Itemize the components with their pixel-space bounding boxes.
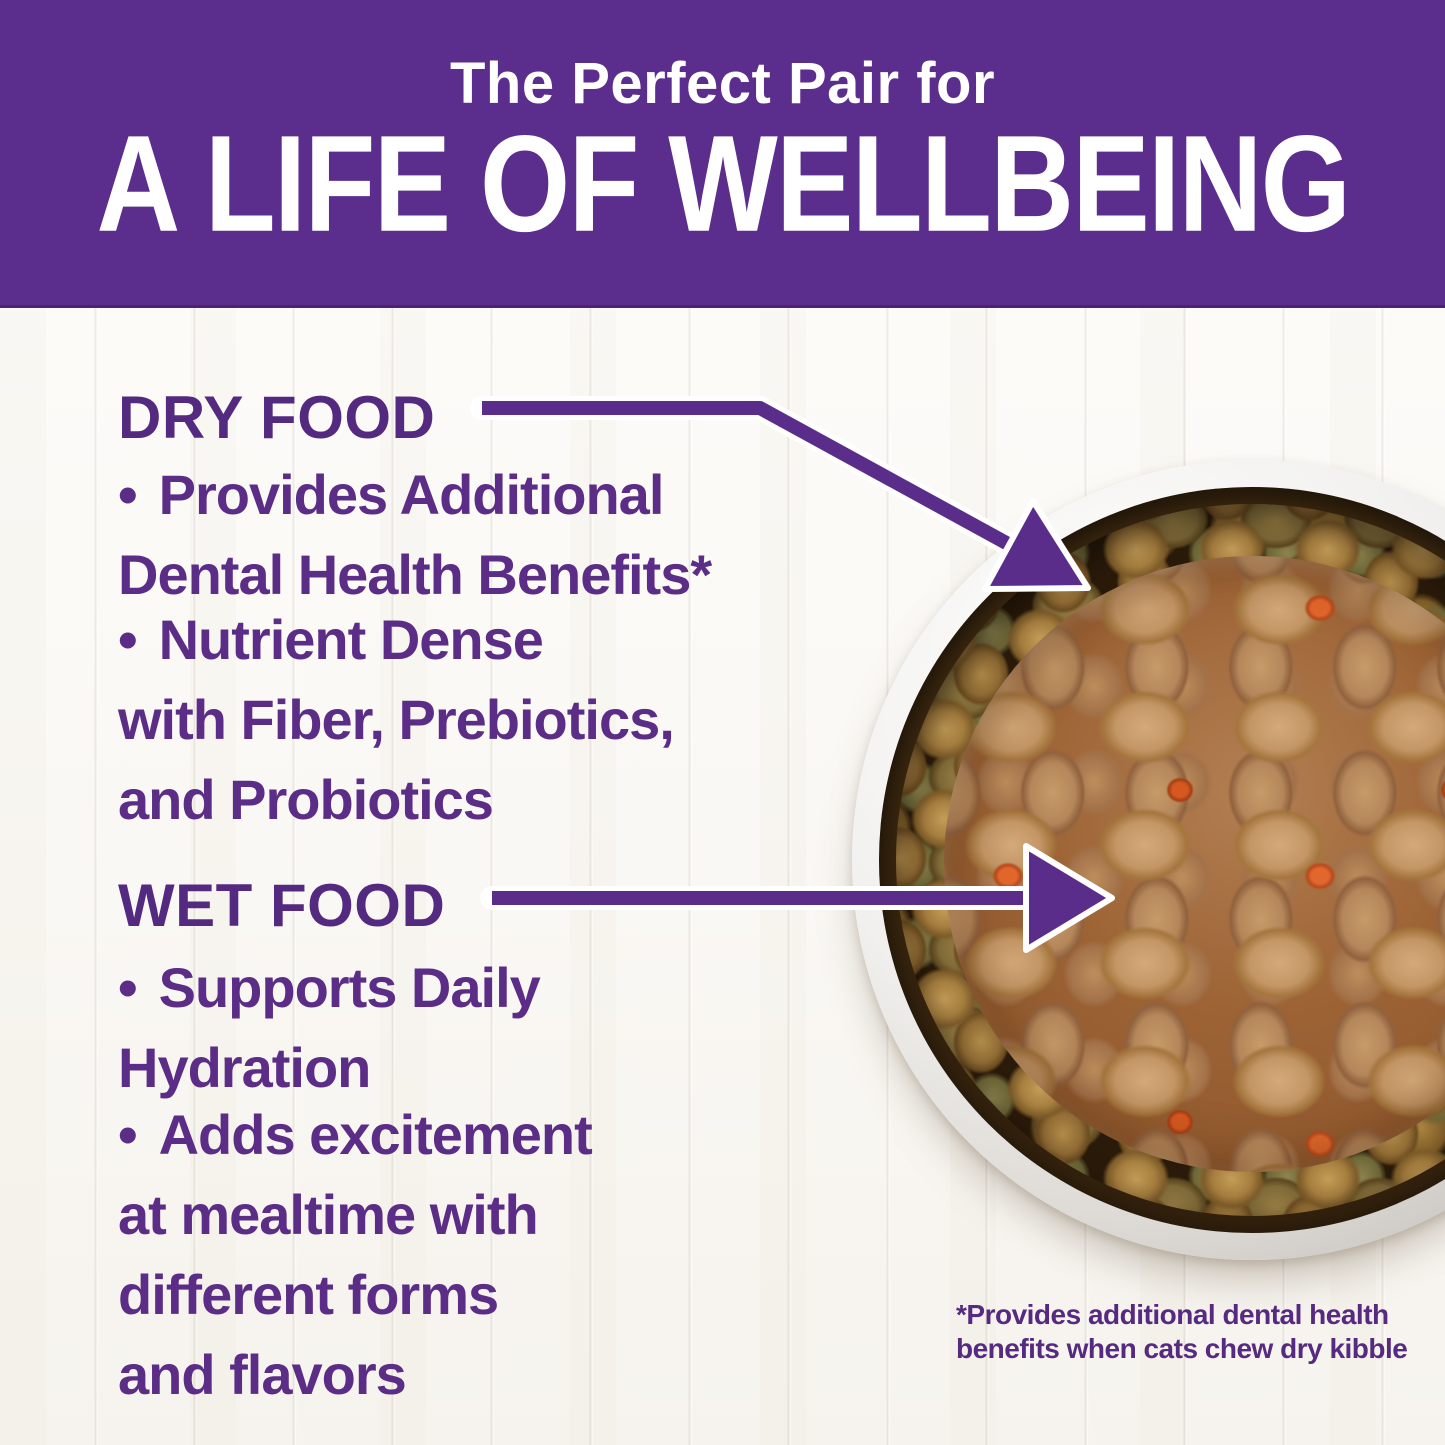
header-banner: The Perfect Pair for A LIFE OF WELLBEING	[0, 0, 1445, 308]
wet-food-heading: WET FOOD	[118, 872, 446, 939]
bullet-line: • Nutrient Dense	[118, 600, 674, 680]
dry-food-bullet-nutrient: • Nutrient Dense with Fiber, Prebiotics, …	[118, 600, 675, 840]
bullet-line: with Fiber, Prebiotics,	[118, 688, 675, 751]
bullet-line: • Supports Daily	[118, 948, 541, 1028]
footnote-line: benefits when cats chew dry kibble	[956, 1333, 1408, 1364]
footnote: *Provides additional dental health benef…	[956, 1298, 1408, 1366]
dry-food-heading: DRY FOOD	[118, 384, 436, 451]
wet-food-bullet-excitement: • Adds excitement at mealtime with differ…	[118, 1095, 593, 1415]
bullet-dot: •	[118, 956, 138, 1019]
bullet-line: • Adds excitement	[118, 1095, 593, 1175]
bullet-line: and Probiotics	[118, 768, 494, 831]
bullet-line: Hydration	[118, 1036, 371, 1099]
food-bowl-photo	[852, 460, 1445, 1260]
bullet-line: and flavors	[118, 1343, 407, 1406]
bullet-dot: •	[118, 463, 138, 526]
bullet-dot: •	[118, 1103, 138, 1166]
header-eyebrow: The Perfect Pair for	[449, 51, 996, 116]
bullet-line: • Provides Additional	[118, 455, 711, 535]
bullet-line: different forms	[118, 1263, 499, 1326]
wet-food-bullet-hydration: • Supports Daily Hydration	[118, 948, 541, 1108]
bullet-dot: •	[118, 608, 138, 671]
footnote-line: *Provides additional dental health	[956, 1299, 1389, 1330]
bullet-line: at mealtime with	[118, 1183, 539, 1246]
page-title: A LIFE OF WELLBEING	[96, 107, 1351, 260]
dry-food-bullet-dental: • Provides Additional Dental Health Benef…	[118, 455, 712, 615]
